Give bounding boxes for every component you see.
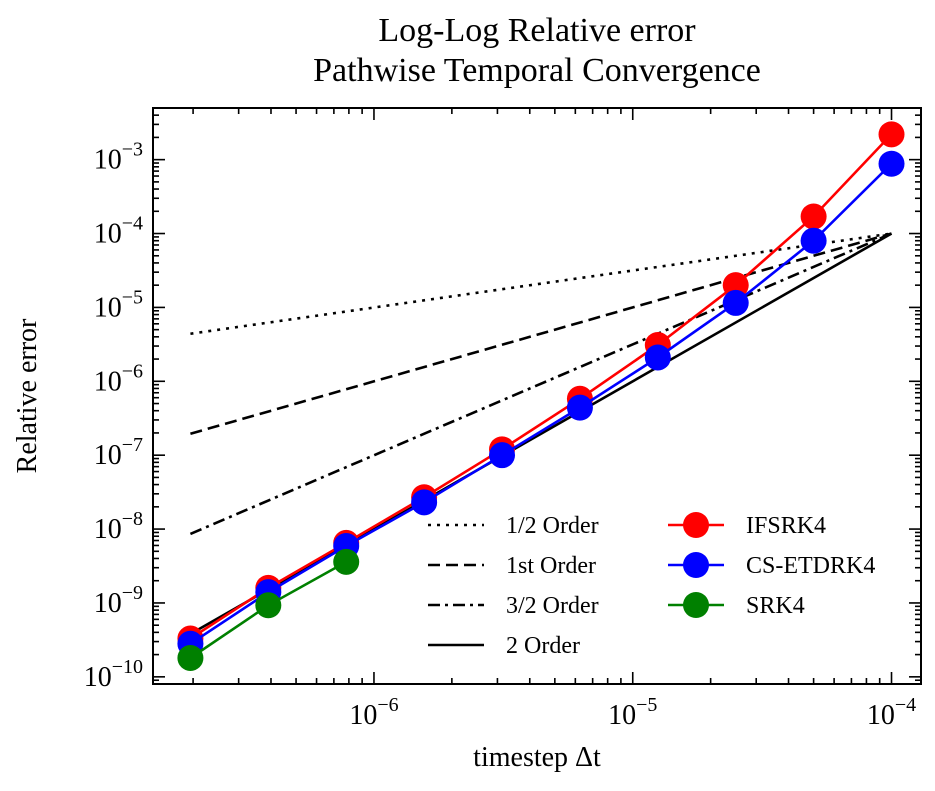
legend-marker xyxy=(683,512,709,538)
data-point-srk4 xyxy=(255,592,282,619)
x-axis-label: timestep Δt xyxy=(473,742,601,773)
legend-label: 1st Order xyxy=(506,553,596,579)
data-point-cs-etdrk4 xyxy=(800,227,827,254)
legend: 1/2 Order 1st Order 3/2 Order 2 Order IFSRK4… xyxy=(428,512,875,659)
legend-label: 3/2 Order xyxy=(506,593,599,619)
legend-marker xyxy=(683,552,709,578)
y-tick-label: 10−7 xyxy=(94,434,143,471)
reference-line-3-2-order xyxy=(189,232,893,536)
data-point-cs-etdrk4 xyxy=(566,394,593,421)
reference-line-2-order xyxy=(189,232,893,636)
series-line-cs-etdrk4 xyxy=(189,162,893,645)
y-axis-label: Relative error xyxy=(12,318,43,474)
legend-label: 2 Order xyxy=(506,633,580,659)
data-point-srk4 xyxy=(177,644,204,671)
data-point-srk4 xyxy=(333,548,360,575)
y-tick-label: 10−9 xyxy=(94,582,143,619)
x-tick-label: 10−4 xyxy=(867,694,916,731)
y-tick-label: 10−6 xyxy=(94,360,143,397)
data-point-cs-etdrk4 xyxy=(878,150,905,177)
legend-label: SRK4 xyxy=(746,593,805,619)
data-point-ifsrk4 xyxy=(878,121,905,148)
data-point-cs-etdrk4 xyxy=(489,442,516,469)
x-tick-label: 10−6 xyxy=(349,694,398,731)
y-tick-label: 10−8 xyxy=(94,508,143,545)
y-tick-label: 10−3 xyxy=(94,139,143,176)
data-point-cs-etdrk4 xyxy=(644,344,671,371)
reference-line-1st-order xyxy=(190,232,892,436)
y-tick-label: 10−10 xyxy=(84,656,143,693)
reference-lines xyxy=(189,232,893,636)
legend-label: CS-ETDRK4 xyxy=(746,553,875,579)
series-line-ifsrk4 xyxy=(189,133,893,640)
reference-line-1-2-order xyxy=(190,232,892,336)
data-point-cs-etdrk4 xyxy=(411,489,438,516)
legend-marker xyxy=(683,592,709,618)
axis-ticks: 10−6 10−5 10−4 10−10 10−9 10−8 10−7 10−6 10−5 10−… xyxy=(84,107,921,731)
legend-label: IFSRK4 xyxy=(746,513,826,539)
y-tick-label: 10−5 xyxy=(94,286,143,323)
legend-label: 1/2 Order xyxy=(506,513,599,539)
data-point-cs-etdrk4 xyxy=(722,289,749,316)
data-series xyxy=(177,121,905,671)
y-tick-label: 10−4 xyxy=(94,213,143,250)
data-point-ifsrk4 xyxy=(800,203,827,230)
plot-frame xyxy=(152,107,922,685)
x-tick-label: 10−5 xyxy=(608,694,657,731)
